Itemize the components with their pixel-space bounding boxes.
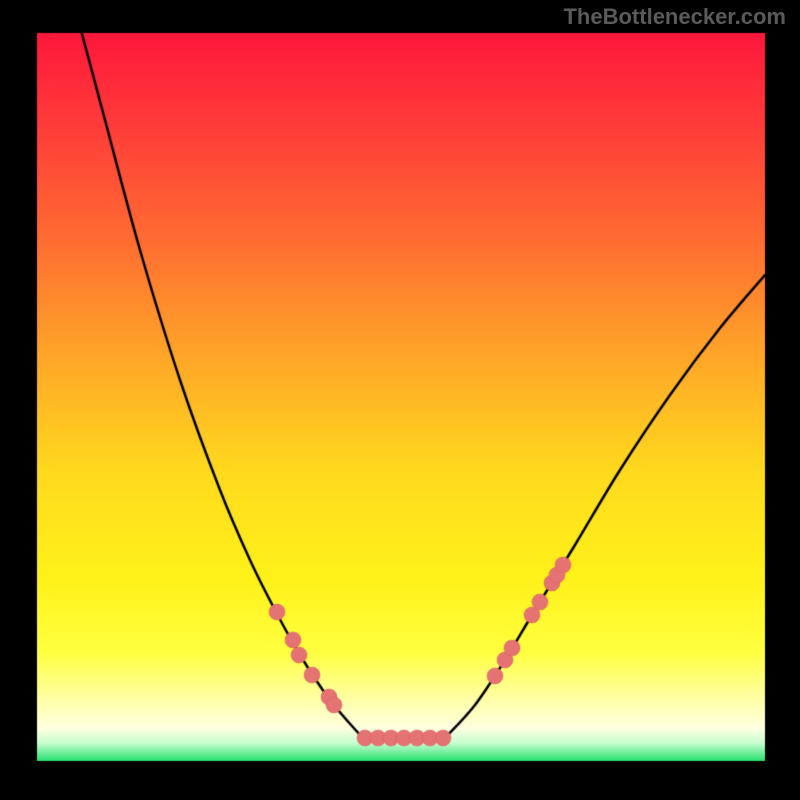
chart-container: TheBottlenecker.com <box>0 0 800 800</box>
bottleneck-chart <box>0 0 800 800</box>
watermark-text: TheBottlenecker.com <box>563 4 786 30</box>
